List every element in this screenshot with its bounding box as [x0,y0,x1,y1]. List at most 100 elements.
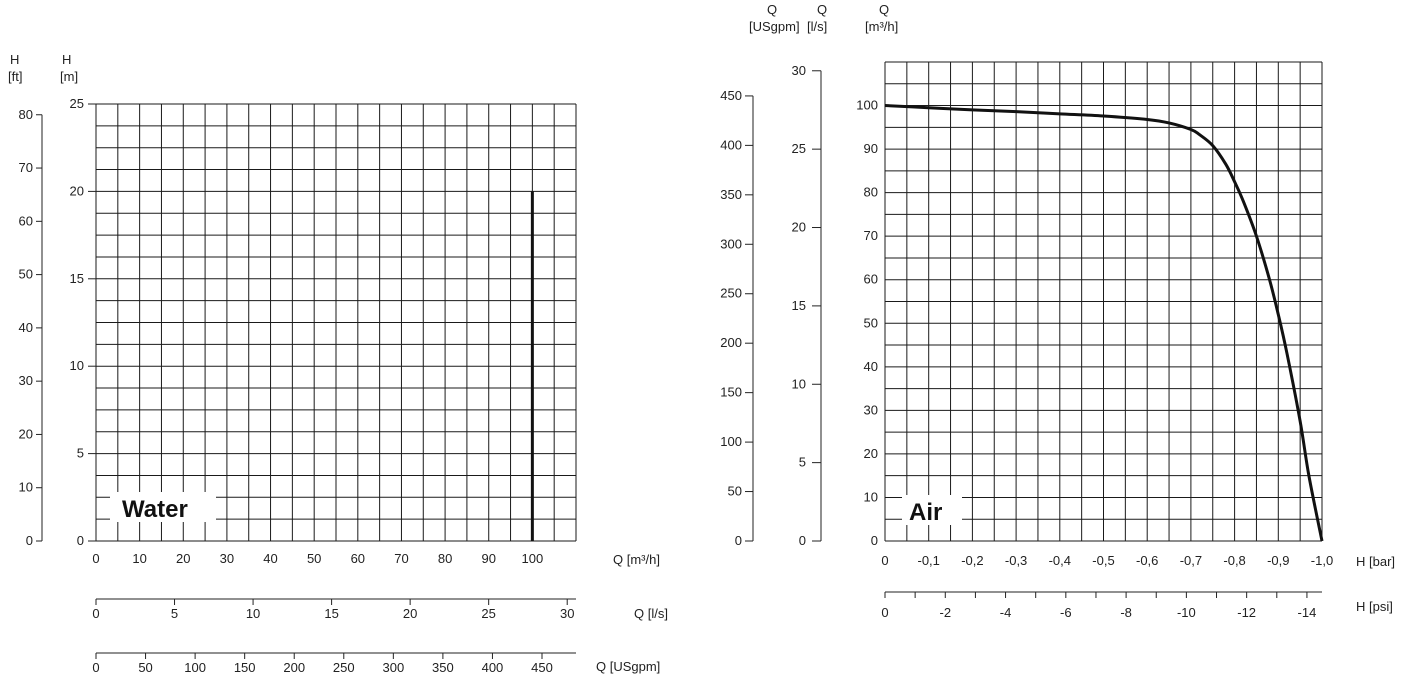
water-x-usgpm-tick-label: 350 [432,660,454,675]
air-x-psi-tick-label: -8 [1120,605,1132,620]
air-y-usgpm-label: Q [767,2,777,17]
air-y-usgpm-tick-label: 350 [720,187,742,202]
water-y-ft-tick-label: 80 [19,107,33,122]
water-y-m-tick-label: 10 [70,358,84,373]
water-x-m3h-tick-label: 60 [351,551,365,566]
air-y-ls-tick-label: 25 [792,141,806,156]
air-x-bar-tick-label: -0,5 [1092,553,1114,568]
air-y-ls-tick-label: 5 [799,455,806,470]
air-y-m3h-tick-label: 80 [864,185,878,200]
water-panel-label: Water [122,496,188,523]
water-x-usgpm-tick-label: 200 [283,660,305,675]
water-x-m3h-tick-label: 0 [92,551,99,566]
water-x-usgpm-tick-label: 300 [382,660,404,675]
air-y-ls-tick-label: 20 [792,220,806,235]
air-x-bar-tick-label: -0,2 [961,553,983,568]
air-y-usgpm-tick-label: 0 [735,533,742,548]
air-y-m3h-tick-label: 100 [856,98,878,113]
air-x-psi-label: H [psi] [1356,599,1393,614]
air-x-bar-tick-label: -0,9 [1267,553,1289,568]
water-y-m-tick-label: 0 [77,533,84,548]
air-label-bg [902,495,962,525]
water-x-ls-tick-label: 0 [92,606,99,621]
water-y-ft-label: H [10,52,19,67]
air-x-psi-tick-label: 0 [881,605,888,620]
water-x-m3h-tick-label: 50 [307,551,321,566]
water-y-m-unit: [m] [60,69,78,84]
air-y-m3h-unit: [m³/h] [865,19,898,34]
water-y-ft-tick-label: 10 [19,480,33,495]
water-x-ls-tick-label: 30 [560,606,574,621]
air-x-psi-tick-label: -2 [939,605,951,620]
water-x-m3h-tick-label: 70 [394,551,408,566]
air-y-usgpm-tick-label: 400 [720,137,742,152]
air-y-usgpm-tick-label: 100 [720,434,742,449]
water-y-ft-tick-label: 70 [19,160,33,175]
water-y-m-tick-label: 25 [70,96,84,111]
air-y-usgpm-unit: [USgpm] [749,19,800,34]
air-x-bar-tick-label: -0,8 [1223,553,1245,568]
water-x-m3h-tick-label: 10 [132,551,146,566]
water-y-ft-tick-label: 20 [19,426,33,441]
air-x-bar-tick-label: -0,7 [1180,553,1202,568]
air-y-ls-tick-label: 30 [792,63,806,78]
water-x-m3h-tick-label: 40 [263,551,277,566]
air-y-usgpm-tick-label: 300 [720,236,742,251]
water-y-ft-tick-label: 0 [26,533,33,548]
water-x-m3h-tick-label: 80 [438,551,452,566]
air-y-ls-tick-label: 15 [792,298,806,313]
water-x-ls-label: Q [l/s] [634,606,668,621]
air-y-usgpm-tick-label: 50 [728,484,742,499]
water-y-m-label: H [62,52,71,67]
air-x-psi-tick-label: -4 [1000,605,1012,620]
air-y-m3h-tick-label: 50 [864,315,878,330]
water-x-m3h-tick-label: 90 [481,551,495,566]
air-x-psi-tick-label: -6 [1060,605,1072,620]
water-y-m-tick-label: 5 [77,446,84,461]
water-y-ft-tick-label: 30 [19,373,33,388]
air-y-m3h-tick-label: 70 [864,228,878,243]
air-y-m3h-tick-label: 10 [864,489,878,504]
air-x-psi-tick-label: -12 [1237,605,1256,620]
air-x-bar-tick-label: -0,6 [1136,553,1158,568]
air-x-bar-tick-label: -0,1 [917,553,939,568]
water-x-ls-tick-label: 25 [481,606,495,621]
air-x-bar-tick-label: 0 [881,553,888,568]
water-x-m3h-label: Q [m³/h] [613,552,660,567]
air-y-ls-unit: [l/s] [807,19,827,34]
air-y-m3h-label: Q [879,2,889,17]
air-y-usgpm-tick-label: 250 [720,286,742,301]
water-label-bg [110,492,216,522]
air-y-ls-label: Q [817,2,827,17]
air-y-m3h-tick-label: 20 [864,446,878,461]
water-x-usgpm-tick-label: 0 [92,660,99,675]
air-grid [884,61,1323,542]
air-x-bar-tick-label: -1,0 [1311,553,1333,568]
air-y-m3h-tick-label: 30 [864,402,878,417]
water-y-ft-tick-label: 50 [19,267,33,282]
water-y-ft-tick-label: 60 [19,213,33,228]
air-x-bar-label: H [bar] [1356,554,1395,569]
air-x-psi-tick-label: -10 [1177,605,1196,620]
air-y-usgpm-tick-label: 150 [720,385,742,400]
water-x-ls-tick-label: 10 [246,606,260,621]
water-x-ls-tick-label: 5 [171,606,178,621]
air-y-m3h-tick-label: 60 [864,272,878,287]
water-x-usgpm-tick-label: 100 [184,660,206,675]
water-x-m3h-tick-label: 20 [176,551,190,566]
air-y-m3h-tick-label: 0 [871,533,878,548]
water-x-usgpm-tick-label: 400 [482,660,504,675]
water-x-m3h-tick-label: 30 [220,551,234,566]
air-curve [884,104,1324,542]
water-x-usgpm-label: Q [USgpm] [596,659,660,674]
air-y-ls-tick-label: 0 [799,533,806,548]
water-y-ft-unit: [ft] [8,69,22,84]
water-x-usgpm-tick-label: 150 [234,660,256,675]
water-x-m3h-tick-label: 100 [522,551,544,566]
water-y-m-tick-label: 20 [70,183,84,198]
air-x-bar-tick-label: -0,3 [1005,553,1027,568]
air-x-bar-tick-label: -0,4 [1049,553,1071,568]
water-x-usgpm-tick-label: 450 [531,660,553,675]
water-grid [95,103,577,542]
